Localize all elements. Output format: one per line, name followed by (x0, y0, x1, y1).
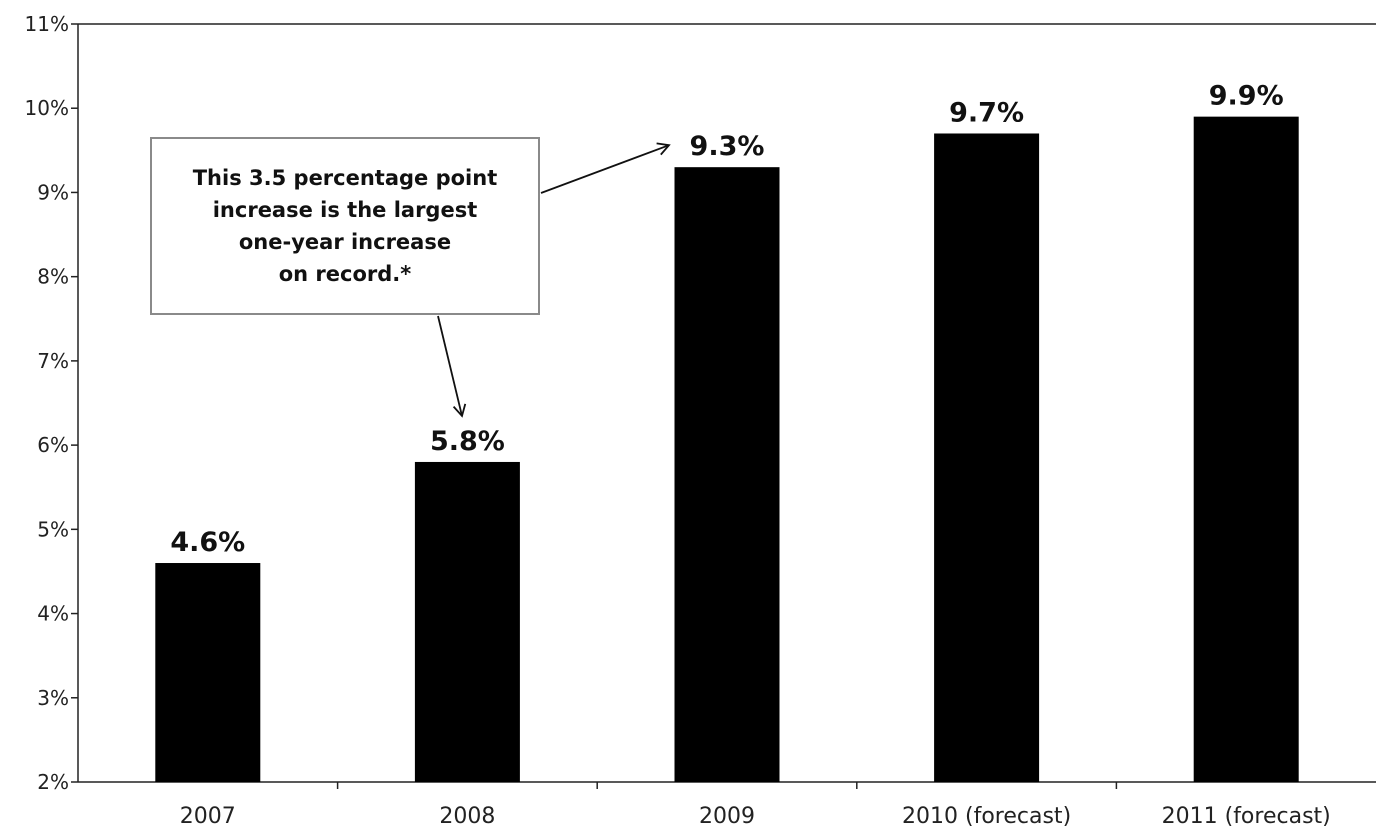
x-tick-label: 2008 (439, 804, 495, 829)
annotation-arrows (437, 142, 671, 418)
annotation-text: This 3.5 percentage point increase is th… (192, 166, 498, 286)
data-label: 5.8% (430, 426, 505, 457)
bar (934, 133, 1040, 782)
y-tick-label: 8% (37, 265, 69, 289)
bar (674, 167, 780, 782)
y-tick-label: 3% (37, 686, 69, 710)
y-axis: 2% 3% 4% 5% 6% 7% 8% 9% 10% 11% (25, 12, 78, 794)
x-tick-label: 2010 (forecast) (902, 804, 1071, 829)
y-tick-label: 7% (37, 349, 69, 373)
y-tick-label: 4% (37, 602, 69, 626)
data-label: 4.6% (170, 527, 245, 558)
y-tick-label: 2% (37, 770, 69, 794)
x-tick-label: 2009 (699, 804, 755, 829)
x-tick-label: 2011 (forecast) (1162, 804, 1331, 829)
y-tick-label: 6% (37, 433, 69, 457)
annotation-arrow-2009 (540, 142, 671, 194)
y-tick-label: 10% (25, 96, 69, 120)
annotation-callout: This 3.5 percentage point increase is th… (150, 137, 540, 315)
data-labels: 4.6% 5.8% 9.3% 9.7% 9.9% (170, 81, 1283, 558)
data-label: 9.7% (949, 97, 1024, 128)
annotation-arrow-2008 (437, 315, 467, 418)
data-label: 9.3% (690, 131, 765, 162)
bar (1193, 116, 1299, 782)
x-axis: 2007 2008 2009 2010 (forecast) 2011 (forecas… (180, 782, 1331, 829)
bar (414, 461, 520, 782)
bar-series (155, 116, 1299, 782)
y-tick-label: 11% (25, 12, 69, 36)
data-label: 9.9% (1209, 81, 1284, 112)
bar (155, 563, 261, 782)
y-tick-label: 5% (37, 517, 69, 541)
x-tick-label: 2007 (180, 804, 236, 829)
y-tick-label: 9% (37, 180, 69, 204)
